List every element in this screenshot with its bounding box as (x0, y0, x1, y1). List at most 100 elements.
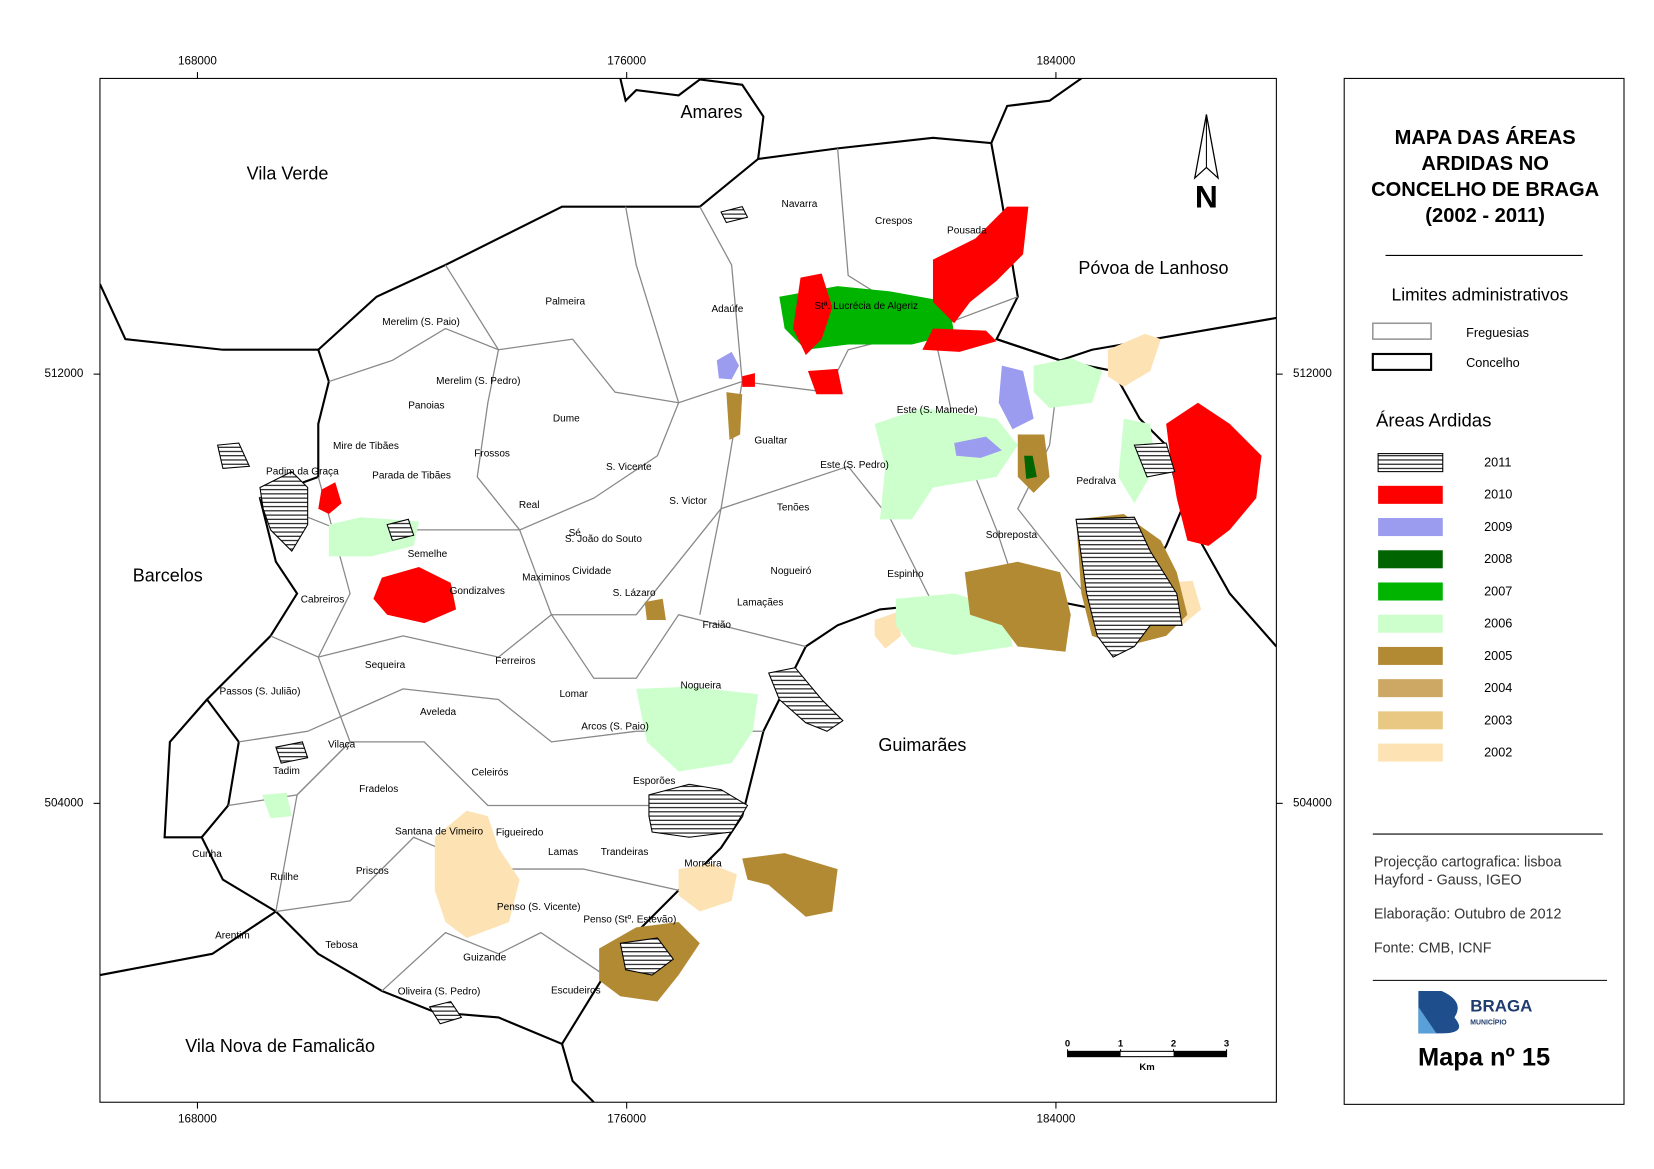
boundary (99, 283, 319, 351)
boundary (619, 78, 765, 160)
parish-label: Escudeiros (551, 986, 601, 997)
parish-label: Panoias (408, 401, 444, 412)
x-coord-label: 184000 (1036, 55, 1075, 68)
burned-area (1133, 442, 1176, 478)
parish-line (238, 688, 764, 743)
north-label: N (1195, 179, 1218, 215)
map-area (99, 78, 1277, 1103)
y-coord-label: 512000 (44, 367, 83, 380)
boundary (163, 698, 208, 839)
burned-area (932, 206, 1029, 324)
legend-label: 2006 (1484, 616, 1512, 631)
parish-label: Stª. Lucrécia de Algeriz (814, 301, 918, 312)
legend-label: Freguesias (1466, 325, 1529, 340)
legend-swatch (1378, 614, 1443, 633)
burned-area (954, 436, 1002, 458)
parish-label: Palmeira (545, 297, 585, 308)
region-label: Póvoa de Lanhoso (1078, 258, 1228, 278)
parish-label: Penso (S. Vicente) (497, 902, 581, 913)
legend-label: 2002 (1484, 744, 1512, 759)
parish-label: Merelim (S. Pedro) (436, 376, 520, 387)
burned-area (678, 863, 737, 912)
parish-label: Cunha (192, 849, 222, 860)
burned-area (998, 365, 1034, 430)
legend-swatch (1378, 518, 1443, 537)
parish-label: S. Lázaro (613, 588, 656, 599)
burned-area (428, 1000, 463, 1025)
burned-area (720, 206, 749, 224)
burned-area (922, 328, 997, 352)
parish-label: Morreira (684, 858, 722, 869)
parish-label: Celeirós (472, 767, 509, 778)
scale-bar: Km 0 1 2 3 (1065, 1038, 1229, 1072)
legend-swatch (1378, 711, 1443, 730)
parish-label: Semelhe (408, 549, 448, 560)
legend-swatch (1377, 453, 1444, 473)
parish-label: Real (519, 500, 540, 511)
parish-line (444, 206, 680, 531)
parish-label: Pousada (947, 226, 987, 237)
parish-label: Maximinos (522, 572, 570, 583)
region-label: Vila Nova de Famalicão (185, 1036, 375, 1056)
burned-title: Áreas Ardidas (1376, 410, 1491, 431)
burned-areas (216, 206, 1262, 1025)
parish-label: Parada de Tibães (372, 471, 451, 482)
burned-area (262, 792, 292, 819)
freguesia-swatch (1372, 322, 1432, 340)
parish-label: Crespos (875, 216, 912, 227)
parish-label: Sobreposta (986, 530, 1038, 541)
y-coord-label: 504000 (44, 796, 83, 809)
burned-area (644, 598, 666, 621)
x-coord-label: 176000 (607, 55, 646, 68)
legend-title: ARDIDAS NO (1421, 153, 1548, 175)
parish-label: Padim da Graça (266, 466, 339, 477)
burned-area (1033, 358, 1103, 409)
y-coord-label: 504000 (1293, 796, 1332, 809)
parish-label: Ferreiros (495, 656, 535, 667)
parish-label: Lomar (559, 689, 588, 700)
parish-label: Cabreiros (301, 595, 345, 606)
parish-label: Fraião (703, 620, 732, 631)
burned-area (386, 518, 415, 542)
concelho-swatch (1371, 352, 1433, 371)
burned-area (742, 373, 755, 387)
parish-label: Navarra (782, 199, 818, 210)
legend-title: (2002 - 2011) (1425, 205, 1545, 227)
north-arrow: N (1193, 114, 1220, 215)
burned-area (434, 810, 520, 938)
legend-label: 2007 (1484, 583, 1512, 598)
parish-label: Tebosa (325, 940, 358, 951)
parish-line (328, 296, 1018, 404)
parish-label: Lamaçães (737, 598, 783, 609)
legend-label: 2011 (1484, 455, 1511, 470)
parish-label: Nogueiró (771, 566, 812, 577)
burned-area (216, 442, 251, 470)
burned-area (767, 667, 844, 732)
parish-label: Tadim (273, 766, 300, 777)
note: Hayford - Gauss, IGEO (1374, 873, 1522, 889)
burned-area (1024, 455, 1037, 480)
burned-area (275, 741, 309, 764)
scale-tick-label: 1 (1118, 1038, 1124, 1049)
parish-label: Priscos (356, 866, 389, 877)
burned-area (318, 482, 342, 515)
region-label: Amares (680, 102, 742, 122)
burned-area (874, 612, 902, 649)
boundary (561, 1043, 595, 1103)
burned-area (373, 567, 457, 624)
legend-label: Concelho (1466, 355, 1520, 370)
note: Fonte: CMB, ICNF (1374, 940, 1492, 956)
parish-line (381, 931, 605, 992)
parish-label: Aveleda (420, 707, 457, 718)
parish-label: Santana de Vimeiro (395, 827, 483, 838)
legend-swatch (1378, 485, 1443, 504)
scale-tick-label: 0 (1065, 1038, 1070, 1049)
parish-label: S. João do Souto (565, 534, 642, 545)
legend-swatch (1378, 646, 1443, 665)
admin-title: Limites administrativos (1392, 284, 1569, 304)
legend-label: 2008 (1484, 551, 1512, 566)
parish-label: Guizande (463, 953, 506, 964)
burned-area (259, 470, 309, 552)
legend-swatch (1378, 679, 1443, 698)
logo: BRAGA MUNICÍPIO (1418, 990, 1532, 1034)
